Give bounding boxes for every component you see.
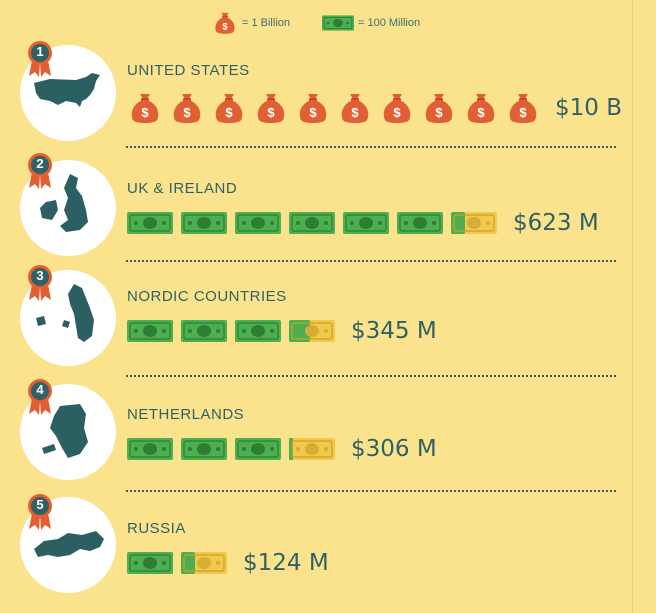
banknote-icon [343,212,389,234]
svg-text:$: $ [393,105,401,120]
svg-text:$: $ [225,105,233,120]
svg-text:$: $ [309,105,317,120]
money-bag-icon: $ [131,94,159,123]
legend-bill: = 100 Million [322,10,420,36]
dotted-divider [126,260,616,262]
money-bag-icon: $ [299,94,327,123]
legend-bag: $ = 1 Billion [212,10,290,36]
money-bag-icon: $ [425,94,453,123]
country-map-circle [20,384,116,480]
country-name: RUSSIA [127,520,186,537]
rank-number: 2 [36,156,44,171]
value-icons: $345 M [127,318,437,344]
svg-text:$: $ [477,105,485,120]
partial-banknote-icon [289,438,335,460]
rank-ribbon-2 [28,153,52,189]
svg-text:$: $ [435,105,443,120]
banknote-icon [127,320,173,342]
banknote-icon [322,15,354,31]
svg-text:$: $ [183,105,191,120]
money-bag-icon: $ [215,12,235,34]
rank-number: 1 [36,44,44,59]
partial-banknote-icon [181,552,227,574]
banknote-icon [127,212,173,234]
russia-map-icon [34,531,104,557]
value-icons: $124 M [127,550,329,576]
dotted-divider [126,146,616,148]
amount-value: $124 M [243,550,329,576]
money-bag-icon: $ [509,94,537,123]
usa-map-icon [34,73,100,107]
uk-ireland-map-icon [40,174,88,232]
country-name: UNITED STATES [127,62,250,79]
banknote-icon [181,320,227,342]
banknote-icon [181,212,227,234]
rank-number: 5 [36,497,44,512]
svg-text:$: $ [351,105,359,120]
svg-text:$: $ [519,105,527,120]
rank-number: 3 [36,268,44,283]
rank-number: 4 [36,382,44,397]
rank-ribbon-4 [28,379,52,415]
legend-bill-label: = 100 Million [358,17,421,29]
value-icons: $623 M [127,210,599,236]
amount-value: $306 M [351,436,437,462]
money-bag-icon: $ [341,94,369,123]
country-name: NETHERLANDS [127,406,245,423]
banknote-icon [235,320,281,342]
rank-ribbon-1 [28,41,52,77]
amount-value: $623 M [513,210,599,236]
money-bag-icon: $ [467,94,495,123]
rank-ribbon-5 [28,494,52,530]
banknote-icon [397,212,443,234]
rank-ribbon-3 [28,265,52,301]
nordic-map-icon [36,284,94,342]
svg-text:$: $ [267,105,275,120]
legend: $ = 1 Billion = 100 Million [0,10,632,36]
banknote-icon [235,212,281,234]
netherlands-map-icon [42,404,88,458]
legend-bag-label: = 1 Billion [242,17,291,29]
country-name: NORDIC COUNTRIES [127,288,287,305]
banknote-icon [181,438,227,460]
partial-banknote-icon [289,320,335,342]
dotted-divider [126,375,616,377]
banknote-icon [235,438,281,460]
country-name: UK & IRELAND [127,180,238,197]
amount-value: $10 B [555,95,622,121]
money-bag-icon: $ [173,94,201,123]
money-bag-icon: $ [257,94,285,123]
svg-text:$: $ [222,22,228,32]
amount-value: $345 M [351,318,437,344]
money-bag-icon: $ [383,94,411,123]
banknote-icon [127,438,173,460]
partial-banknote-icon [451,212,497,234]
money-bag-icon: $ [215,94,243,123]
svg-text:$: $ [141,105,149,120]
banknote-icon [289,212,335,234]
dotted-divider [126,490,616,492]
banknote-icon [127,552,173,574]
right-border [632,0,633,613]
value-icons: $ $ $ $ $ $ $ $ $ $ $10 B [127,90,622,126]
value-icons: $306 M [127,436,437,462]
